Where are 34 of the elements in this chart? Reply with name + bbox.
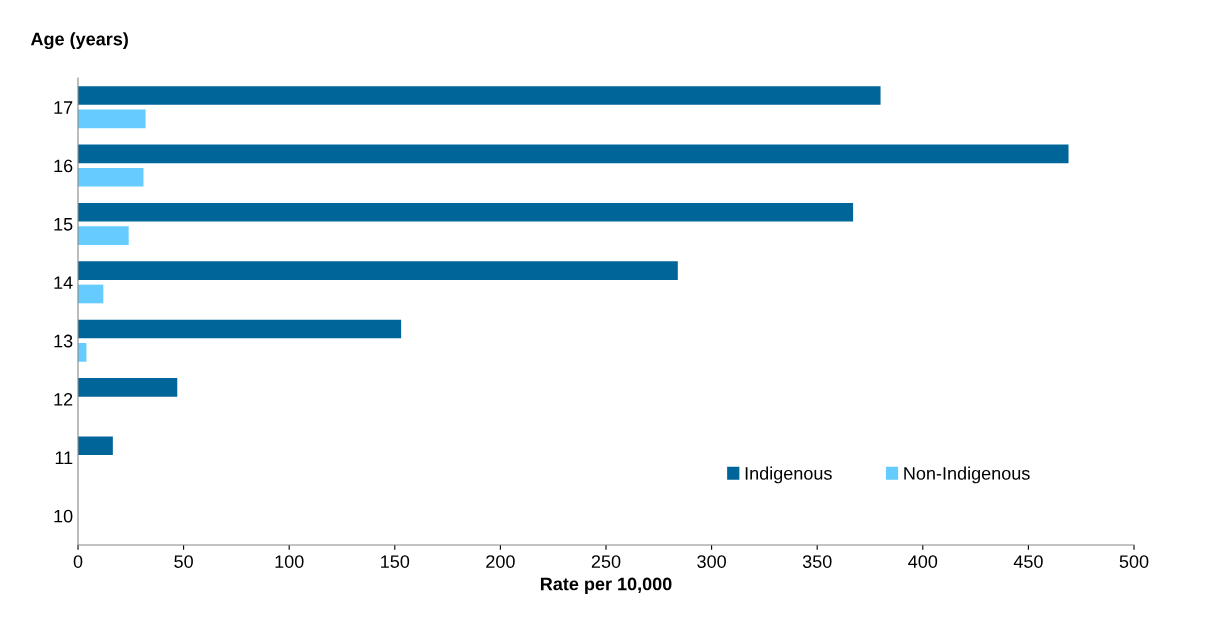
- bar: [78, 319, 402, 339]
- y-tick-label: 15: [54, 218, 73, 231]
- x-tick-label: 500: [1119, 555, 1149, 568]
- y-tick-label: 17: [54, 101, 73, 114]
- x-tick-label: 300: [697, 555, 726, 568]
- y-tick-label: 16: [54, 159, 73, 173]
- x-tick-label: 350: [802, 555, 832, 568]
- x-tick-label: 400: [908, 555, 938, 568]
- bar: [78, 202, 854, 222]
- x-axis-title: Rate per 10,000: [540, 577, 672, 594]
- x-tick-label: 100: [275, 555, 304, 568]
- bar: [78, 284, 104, 304]
- legend-label: Indigenous: [745, 466, 832, 484]
- x-tick-label: 0: [73, 555, 83, 568]
- bar: [78, 226, 129, 245]
- y-axis-title: Age (years): [30, 32, 128, 50]
- bar: [78, 86, 881, 105]
- y-tick-label: 11: [55, 451, 73, 464]
- y-tick-label: 12: [54, 393, 73, 406]
- y-tick-label: 14: [54, 276, 73, 289]
- x-tick-label: 450: [1013, 555, 1043, 568]
- x-tick-label: 200: [486, 555, 515, 568]
- bar: [78, 378, 178, 397]
- bar: [78, 167, 144, 187]
- bar: [78, 144, 1069, 164]
- legend-label: Non-Indigenous: [904, 466, 1030, 484]
- bar: [78, 109, 146, 129]
- bar: [78, 436, 113, 456]
- x-tick-label: 150: [381, 555, 410, 568]
- y-tick-label: 13: [54, 334, 73, 348]
- bar: [78, 261, 678, 280]
- y-tick-label: 10: [54, 509, 73, 523]
- x-tick-label: 250: [591, 555, 621, 568]
- x-tick-label: 50: [174, 555, 193, 568]
